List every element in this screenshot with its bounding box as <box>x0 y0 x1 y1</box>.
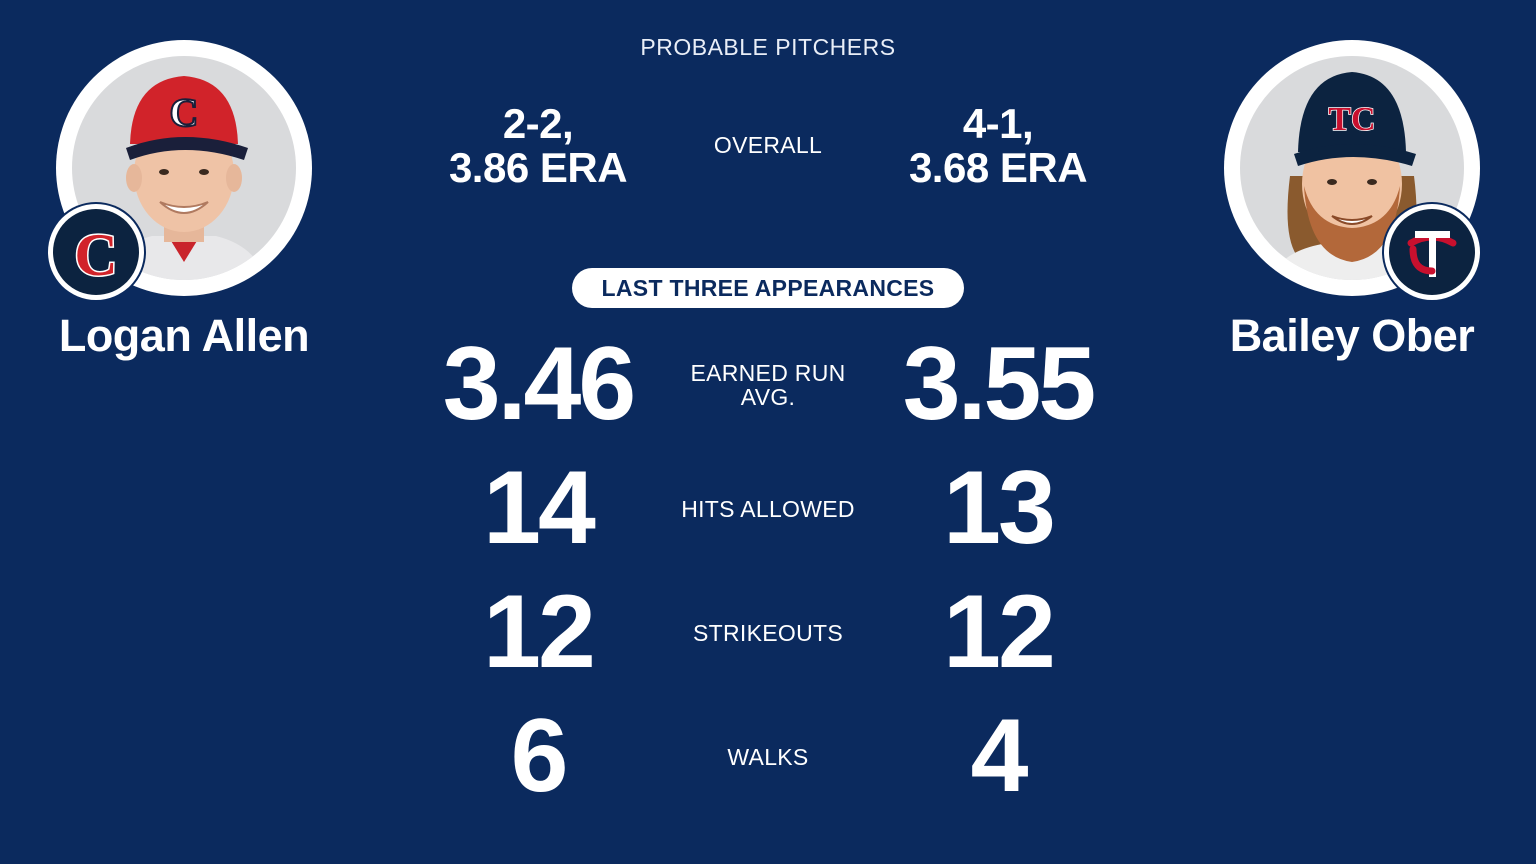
cleveland-logo-badge: C <box>48 204 144 300</box>
left-era-value: 3.46 <box>442 326 636 442</box>
right-player-name: Bailey Ober <box>1229 310 1475 361</box>
right-overall-wl: 4-1, <box>962 100 1034 147</box>
right-era-value: 3.55 <box>902 326 1096 442</box>
left-overall-record: 2-2, 3.86 ERA <box>388 102 688 190</box>
svg-text:C: C <box>170 90 199 135</box>
svg-text:C: C <box>74 222 117 288</box>
era-label: EARNED RUN AVG. <box>648 361 888 409</box>
era-label-line1: EARNED RUN <box>690 360 846 386</box>
page-title: PROBABLE PITCHERS <box>640 34 896 60</box>
left-player-headshot: C <box>56 40 312 296</box>
right-overall-record: 4-1, 3.68 ERA <box>848 102 1148 190</box>
right-hits-value: 13 <box>943 450 1056 566</box>
right-overall-era: 3.68 ERA <box>908 144 1088 191</box>
twins-logo-badge <box>1384 204 1480 300</box>
left-overall-era: 3.86 ERA <box>448 144 628 191</box>
left-player-photo: C <box>72 56 296 280</box>
era-label-line2: AVG. <box>740 384 796 410</box>
left-walks-value: 6 <box>510 698 569 814</box>
section-pill: LAST THREE APPEARANCES <box>572 268 964 308</box>
walks-label: WALKS <box>727 744 809 770</box>
left-hits-value: 14 <box>483 450 596 566</box>
left-player-name: Logan Allen <box>58 310 310 361</box>
right-strikeouts-value: 12 <box>943 574 1056 690</box>
left-overall-wl: 2-2, <box>502 100 574 147</box>
twins-tc-logo-icon <box>1389 209 1475 295</box>
hits-label: HITS ALLOWED <box>681 496 855 522</box>
strikeouts-label: STRIKEOUTS <box>693 620 843 646</box>
cleveland-c-logo-icon: C <box>53 209 139 295</box>
svg-text:TC: TC <box>1328 101 1375 138</box>
left-strikeouts-value: 12 <box>483 574 596 690</box>
right-walks-value: 4 <box>970 698 1029 814</box>
overall-label: OVERALL <box>713 132 823 158</box>
